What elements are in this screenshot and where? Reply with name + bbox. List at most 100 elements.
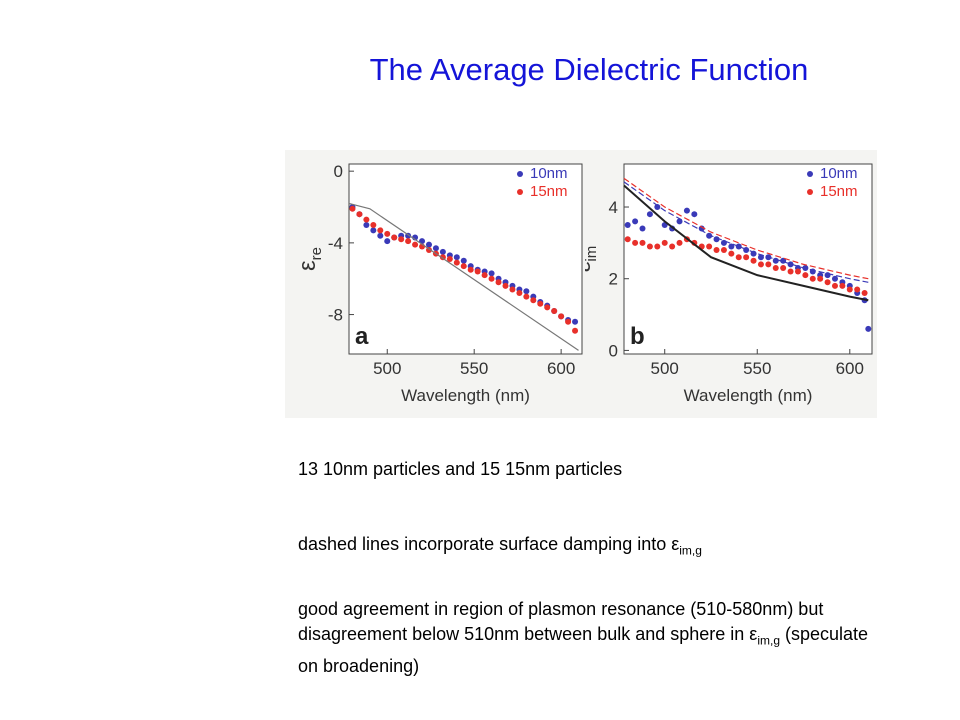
data-point-10nm — [384, 238, 391, 245]
data-point-10nm — [370, 227, 377, 234]
data-point-15nm — [572, 327, 579, 334]
data-point-10nm — [831, 275, 838, 282]
data-point-10nm — [865, 325, 872, 332]
data-point-15nm — [817, 275, 824, 282]
data-point-10nm — [639, 225, 646, 232]
data-point-10nm — [720, 239, 727, 246]
data-point-15nm — [453, 259, 460, 266]
data-point-15nm — [661, 239, 668, 246]
slide-title: The Average Dielectric Function — [369, 52, 809, 87]
data-point-15nm — [537, 300, 544, 307]
data-point-15nm — [632, 239, 639, 246]
data-point-15nm — [728, 250, 735, 257]
data-point-15nm — [794, 268, 801, 275]
data-point-15nm — [391, 234, 398, 241]
data-point-15nm — [377, 227, 384, 234]
data-point-15nm — [787, 268, 794, 275]
data-point-15nm — [446, 256, 453, 262]
x-tick-label: 500 — [373, 359, 401, 378]
data-point-15nm — [669, 243, 676, 250]
y-tick-label: -4 — [328, 234, 343, 253]
data-point-15nm — [551, 307, 558, 314]
data-point-15nm — [558, 313, 565, 320]
data-point-10nm — [363, 221, 370, 228]
data-point-10nm — [646, 211, 653, 218]
data-point-10nm — [460, 257, 467, 264]
data-point-15nm — [624, 236, 631, 243]
legend-label: 10nm — [530, 165, 568, 182]
data-point-15nm — [565, 318, 572, 325]
data-point-15nm — [765, 261, 772, 268]
data-point-15nm — [363, 216, 370, 223]
y-axis-label: εre — [294, 247, 325, 271]
legend-marker — [517, 189, 523, 195]
y-tick-label: -8 — [328, 306, 343, 325]
data-point-10nm — [632, 218, 639, 225]
data-point-15nm — [530, 297, 537, 304]
data-point-15nm — [523, 293, 530, 300]
legend-marker — [517, 171, 523, 177]
data-point-10nm — [706, 232, 713, 239]
data-point-15nm — [502, 282, 509, 289]
data-point-15nm — [356, 211, 363, 218]
data-point-10nm — [572, 318, 579, 325]
x-axis-label: Wavelength (nm) — [401, 386, 530, 405]
bullet-3-text: good agreement in region of plasmon reso… — [298, 599, 824, 644]
data-point-10nm — [432, 245, 439, 252]
bulk-model-line — [623, 184, 869, 302]
data-point-15nm — [405, 238, 412, 245]
data-point-15nm — [713, 247, 720, 254]
data-point-10nm — [654, 204, 661, 211]
data-point-15nm — [481, 272, 488, 279]
data-point-10nm — [728, 243, 735, 250]
x-tick-label: 600 — [547, 359, 575, 378]
data-point-15nm — [639, 239, 646, 246]
x-tick-label: 550 — [460, 359, 488, 378]
data-point-15nm — [349, 205, 356, 212]
data-point-15nm — [780, 264, 787, 271]
data-point-15nm — [654, 243, 661, 250]
legend-label: 15nm — [530, 183, 568, 200]
data-point-10nm — [772, 257, 779, 264]
data-point-15nm — [743, 254, 750, 261]
data-point-10nm — [624, 221, 631, 228]
data-point-10nm — [691, 211, 698, 218]
bullet-1: 13 10nm particles and 15 15nm particles — [298, 457, 888, 482]
data-point-15nm — [757, 261, 764, 268]
data-point-10nm — [453, 254, 460, 261]
data-point-10nm — [713, 236, 720, 243]
bullet-2-text: dashed lines incorporate surface damping… — [298, 534, 680, 554]
data-point-15nm — [861, 290, 868, 297]
data-point-15nm — [488, 275, 495, 282]
data-point-15nm — [706, 243, 713, 250]
data-point-15nm — [735, 254, 742, 261]
data-point-15nm — [854, 286, 861, 293]
y-tick-label: 2 — [609, 270, 618, 289]
y-tick-label: 0 — [334, 162, 343, 181]
data-point-15nm — [802, 272, 809, 279]
data-point-15nm — [831, 282, 838, 289]
data-point-15nm — [839, 282, 846, 289]
data-point-15nm — [384, 230, 391, 237]
panel-label: b — [630, 323, 645, 350]
data-point-15nm — [809, 275, 816, 282]
data-point-15nm — [720, 247, 727, 254]
data-point-15nm — [509, 286, 516, 293]
chart-panel-a: 500 550 600 0 -4 -8 Wavelength (nm) εre 10nm15nm… — [294, 162, 583, 405]
data-point-15nm — [772, 264, 779, 271]
bulk-model-line — [348, 202, 579, 351]
data-point-15nm — [750, 257, 757, 264]
data-point-10nm — [377, 232, 384, 239]
data-point-15nm — [495, 279, 502, 286]
data-point-15nm — [398, 236, 405, 243]
x-tick-label: 600 — [836, 359, 864, 378]
data-point-15nm — [474, 268, 481, 275]
data-point-15nm — [846, 286, 853, 293]
legend-marker — [807, 189, 813, 195]
panel-label: a — [355, 323, 369, 350]
bullet-1-text: 13 10nm particles and 15 15nm particles — [298, 459, 623, 479]
bullet-3: good agreement in region of plasmon reso… — [298, 597, 888, 679]
x-tick-label: 500 — [651, 359, 679, 378]
data-point-10nm — [425, 241, 432, 248]
